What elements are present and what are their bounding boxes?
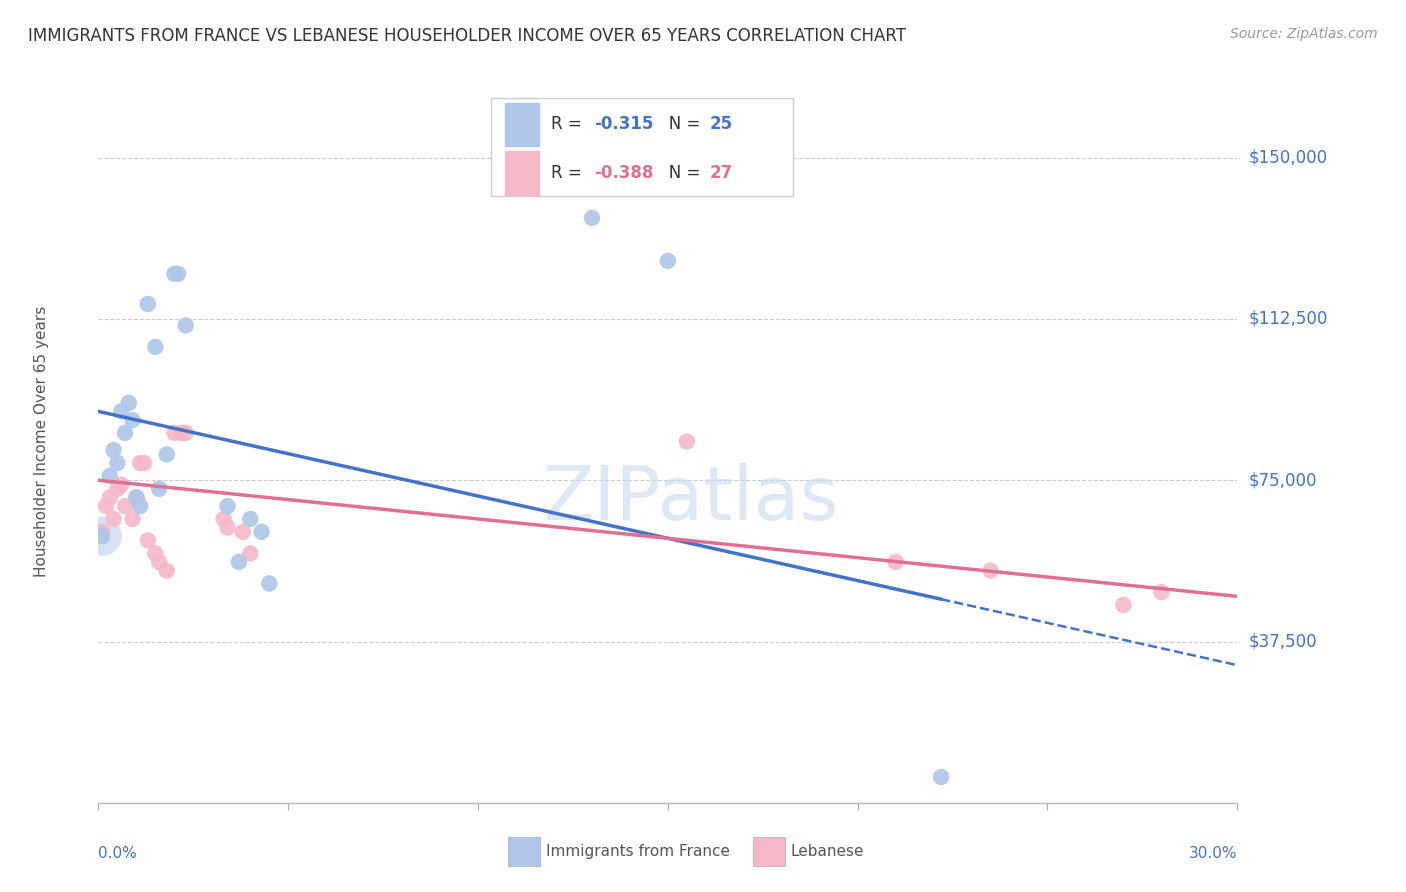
Point [1150,585,1173,599]
Text: N =: N = [652,115,706,133]
Text: R =: R = [551,164,586,182]
Point [91,529,114,543]
Point [884,555,907,569]
Point [125,491,148,505]
Text: -0.315: -0.315 [593,115,654,133]
Point [107,456,129,470]
FancyBboxPatch shape [505,152,538,194]
Point [103,443,125,458]
Point [110,477,132,491]
Point [129,499,152,513]
Text: R =: R = [551,115,586,133]
Text: 0.0%: 0.0% [98,847,138,861]
Point [156,447,179,461]
Point [1112,598,1135,612]
Point [174,318,197,333]
FancyBboxPatch shape [505,103,538,146]
Point [170,425,193,440]
Text: Immigrants from France: Immigrants from France [546,844,730,859]
Text: $75,000: $75,000 [1249,471,1317,489]
Point [174,425,197,440]
FancyBboxPatch shape [754,837,785,865]
Point [145,340,167,354]
Point [107,482,129,496]
Point [163,425,186,440]
Text: 30.0%: 30.0% [1189,847,1237,861]
Text: -0.388: -0.388 [593,164,654,182]
Text: IMMIGRANTS FROM FRANCE VS LEBANESE HOUSEHOLDER INCOME OVER 65 YEARS CORRELATION : IMMIGRANTS FROM FRANCE VS LEBANESE HOUSE… [28,27,905,45]
Point [110,404,132,418]
Text: ZIPatlas: ZIPatlas [543,463,839,536]
Point [132,456,155,470]
Point [136,297,159,311]
Point [217,520,239,534]
Point [136,533,159,548]
Text: N =: N = [652,164,706,182]
Point [217,499,239,513]
Text: $112,500: $112,500 [1249,310,1327,328]
Point [167,267,190,281]
Point [163,267,186,281]
Point [91,529,114,543]
Text: Lebanese: Lebanese [790,844,865,859]
Point [228,555,250,569]
Point [121,413,143,427]
Text: Householder Income Over 65 years: Householder Income Over 65 years [34,306,49,577]
Point [125,491,148,505]
Point [239,512,262,526]
Point [103,512,125,526]
Point [239,546,262,560]
Point [121,512,143,526]
Point [98,469,121,483]
Text: 25: 25 [710,115,733,133]
Point [979,564,1001,578]
FancyBboxPatch shape [491,98,793,196]
Point [232,524,254,539]
Point [114,425,136,440]
Point [581,211,603,225]
Point [98,491,121,505]
Point [118,396,141,410]
Point [148,555,170,569]
Point [145,546,167,560]
Text: 27: 27 [710,164,734,182]
Point [929,770,952,784]
Point [250,524,273,539]
Point [148,482,170,496]
Point [129,456,152,470]
Text: $150,000: $150,000 [1249,149,1327,167]
Point [259,576,281,591]
Point [94,499,117,513]
Text: $37,500: $37,500 [1249,632,1317,650]
Point [212,512,235,526]
Point [91,524,114,539]
Point [676,434,699,449]
Point [114,499,136,513]
Point [156,564,179,578]
Point [657,253,679,268]
FancyBboxPatch shape [509,837,540,865]
Text: Source: ZipAtlas.com: Source: ZipAtlas.com [1230,27,1378,41]
